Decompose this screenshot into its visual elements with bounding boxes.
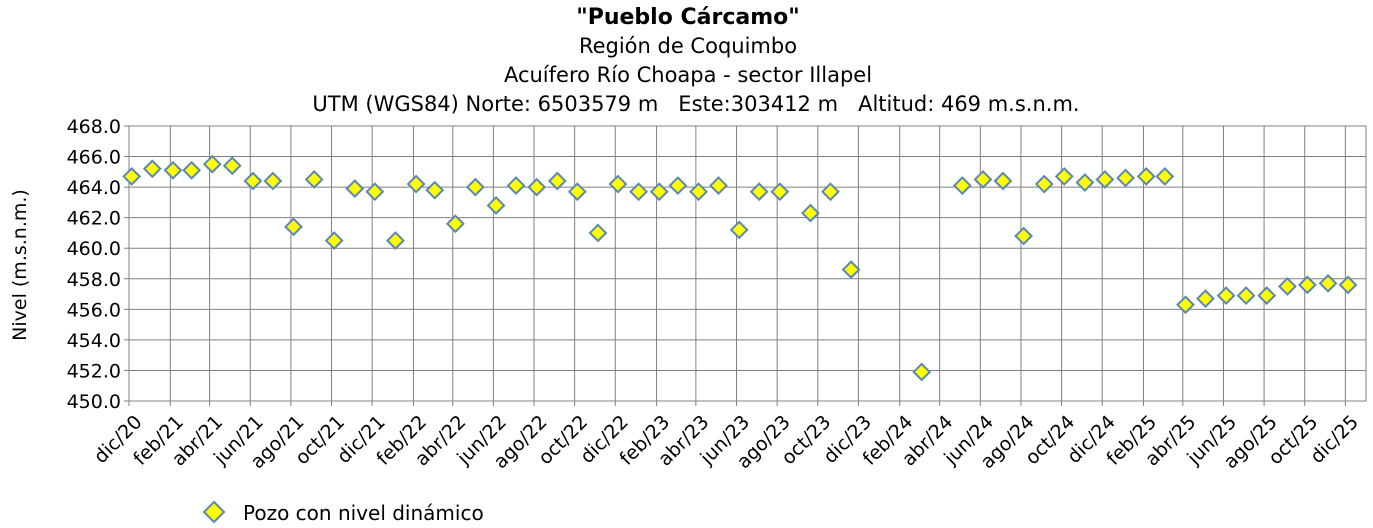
y-tick-label: 466.0 [67,147,121,169]
legend-label: Pozo con nivel dinámico [243,501,484,525]
data-point [1054,167,1074,186]
data-point [821,182,840,202]
y-tick-label: 462.0 [67,208,121,230]
data-point [284,217,303,237]
data-point [1216,286,1236,305]
data-point [1014,226,1034,246]
data-point [1236,286,1256,305]
y-tick-label: 454.0 [67,330,121,352]
y-tick-label: 456.0 [67,299,121,321]
data-point [1257,286,1277,305]
data-point [243,171,263,191]
y-tick-label: 464.0 [67,177,121,199]
data-point [689,182,708,202]
data-point [1277,277,1297,296]
data-point [770,182,790,202]
data-point [973,170,993,189]
data-point [749,182,769,202]
data-point [912,362,932,382]
data-point [1034,174,1054,194]
data-point [1136,167,1156,186]
data-point [1176,295,1195,315]
plot-area [128,125,1367,402]
y-tick-label: 458.0 [67,269,121,291]
legend-marker-diamond [202,500,226,524]
data-point [629,182,649,202]
data-point [1338,275,1358,295]
y-tick-label: 450.0 [67,391,121,413]
y-tick-label: 452.0 [67,360,121,382]
data-point [506,176,526,195]
data-point [182,160,202,180]
data-point [801,203,820,223]
data-point [1155,167,1175,186]
data-point [567,182,587,202]
data-point [445,214,465,234]
grid-lines [128,125,1366,402]
data-point [345,179,365,199]
data-point [649,182,669,202]
data-point [365,182,385,202]
y-axis-label: Nivel (m.s.n.m.) [9,189,31,341]
data-point [608,174,628,194]
chart-subtitle-coordinates: UTM (WGS84) Norte: 6503579 m Este:303412… [312,92,1079,116]
data-point [1075,173,1095,192]
data-point [729,220,749,240]
data-point [486,196,506,215]
y-tick-label: 468.0 [67,116,121,138]
y-axis-ticks: 450.0 452.0 454.0 456.0 458.0 460.0 462.0 464.0… [67,116,129,413]
chart-title: "Pueblo Cárcamo" [576,5,799,30]
data-point [406,174,426,194]
data-point [386,231,405,250]
data-point [952,176,972,195]
data-point [1196,289,1215,309]
data-point [527,177,547,197]
data-point [668,176,688,195]
data-point [1297,275,1317,295]
data-point [588,223,608,243]
data-point [263,171,283,191]
chart-subtitle-aquifer: Acuífero Río Choapa - sector Illapel [504,63,872,87]
data-point [465,177,485,197]
legend: Pozo con nivel dinámico [202,500,484,525]
x-axis-ticks: dic/20feb/21abr/21jun/21ago/21oct/21dic/… [90,401,1363,473]
data-point [163,160,183,180]
chart-subtitle-region: Región de Coquimbo [579,34,797,58]
data-point [1116,168,1135,188]
data-point [142,159,162,179]
data-point [709,176,728,195]
data-point [324,231,344,250]
data-point [993,171,1013,191]
data-points [122,154,1358,382]
data-point [1095,170,1115,189]
y-tick-label: 460.0 [67,238,121,260]
data-point [304,170,324,189]
data-point [547,171,567,191]
data-point [202,154,222,174]
data-point [425,180,445,200]
data-point [841,260,861,280]
data-point [222,156,242,176]
data-point [122,167,142,186]
data-point [1318,273,1338,293]
